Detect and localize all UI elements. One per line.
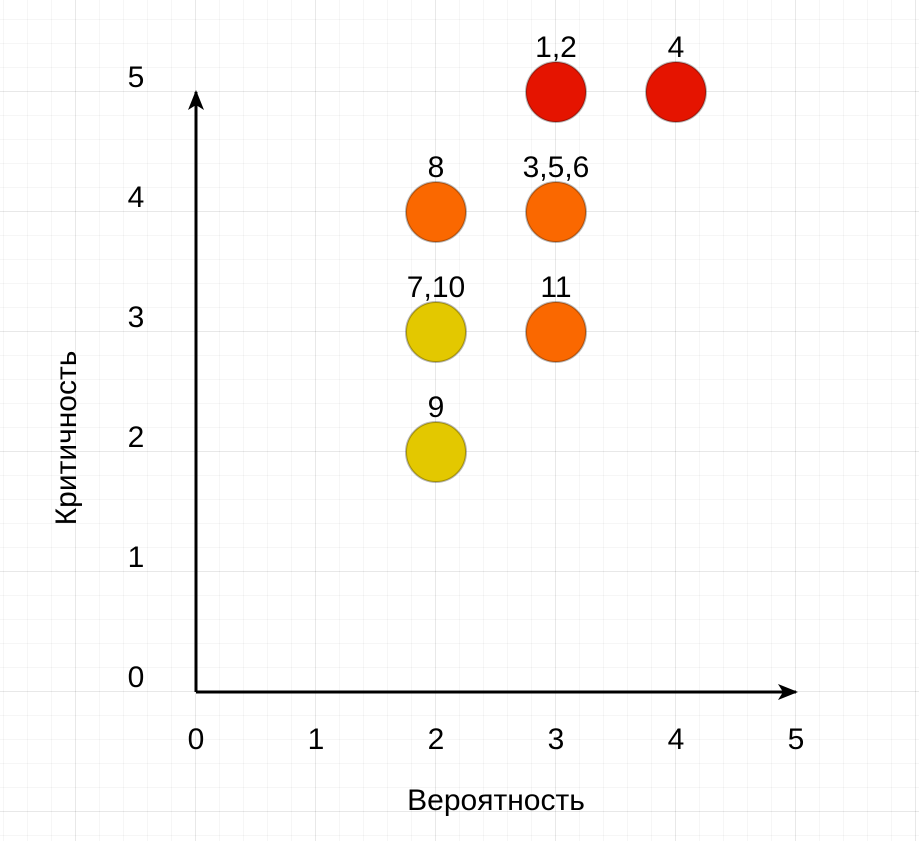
- x-tick-label: 3: [548, 723, 565, 756]
- x-tick-labels: 0 1 2 3 4 5: [188, 723, 805, 756]
- x-tick-label: 4: [668, 723, 685, 756]
- data-point: [525, 61, 587, 123]
- data-point: [405, 181, 467, 243]
- x-tick-label: 2: [428, 723, 445, 756]
- x-tick-label: 1: [308, 723, 325, 756]
- y-tick-label: 1: [128, 541, 145, 574]
- data-point: [525, 301, 587, 363]
- data-points: [405, 61, 707, 483]
- x-axis-label: Вероятность: [407, 784, 585, 817]
- y-tick-label: 0: [128, 661, 145, 694]
- point-labels: 1,2 4 8 3,5,6 7,10 11 9: [407, 31, 685, 424]
- x-tick-label: 0: [188, 723, 205, 756]
- y-tick-label: 3: [128, 301, 145, 334]
- y-tick-label: 2: [128, 421, 145, 454]
- data-point-label: 8: [428, 151, 445, 184]
- data-point-label: 3,5,6: [523, 151, 590, 184]
- data-point: [405, 301, 467, 363]
- y-tick-labels: 0 1 2 3 4 5: [128, 61, 145, 694]
- data-point: [405, 421, 467, 483]
- data-point-label: 1,2: [535, 31, 577, 64]
- y-tick-label: 4: [128, 181, 145, 214]
- data-point-label: 4: [668, 31, 685, 64]
- data-point-label: 7,10: [407, 271, 465, 304]
- data-point: [525, 181, 587, 243]
- data-point-label: 9: [428, 391, 445, 424]
- y-axis-label: Критичность: [50, 351, 83, 526]
- data-point: [645, 61, 707, 123]
- y-tick-label: 5: [128, 61, 145, 94]
- x-tick-label: 5: [788, 723, 805, 756]
- data-point-label: 11: [540, 271, 571, 304]
